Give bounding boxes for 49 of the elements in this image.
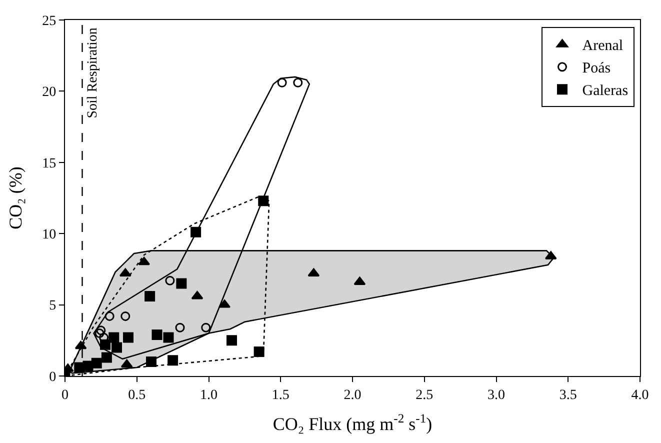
x-tick-label: 1.5 [272,388,290,403]
point [138,256,150,266]
point [168,355,178,366]
y-tick-label: 5 [49,298,56,314]
point [175,322,185,332]
y-tick-label: 10 [42,228,56,242]
y-axis-title: CO₂ (%) [5,166,26,230]
y-tick-label: 20 [42,85,56,100]
point [74,362,85,373]
point [293,78,303,88]
point [258,196,269,206]
x-tick-label: 2.0 [344,388,362,403]
legend-label: Poás [582,60,611,77]
legend-label: Galeras [582,83,628,100]
point [101,352,112,363]
point [146,356,156,368]
legend-label: Arenal [582,38,624,54]
x-tick-label: 3.0 [488,388,505,403]
point [104,311,114,321]
point [112,342,122,353]
ref-line-label: Soil Respiration [85,28,100,118]
point [354,276,366,286]
point [74,340,87,350]
y-tick-label: 15 [42,156,56,172]
point [165,276,175,286]
point [144,291,156,302]
x-tick-label: 4.0 [631,388,649,403]
x-axis-title: CO₂ Flux (mg m$^{-2}$ s$^{-1}$) [272,411,432,434]
point [152,329,162,340]
point [277,78,287,88]
point [226,335,237,346]
point [163,332,174,343]
point [108,332,120,343]
x-tick-label: 3.5 [559,388,577,403]
point [201,322,211,332]
point [120,311,130,321]
point [190,226,202,238]
y-tick-label: 0 [49,370,56,385]
x-tick-label: 0 [62,388,68,403]
point [123,332,134,343]
x-tick-label: 2.5 [416,388,434,403]
point [120,359,133,368]
point [176,278,187,289]
x-tick-label: 1.0 [200,388,218,403]
point [94,328,104,338]
x-tick-label: 0.5 [128,388,146,403]
point [254,346,264,358]
point [96,326,106,336]
y-tick-label: 25 [42,14,56,29]
